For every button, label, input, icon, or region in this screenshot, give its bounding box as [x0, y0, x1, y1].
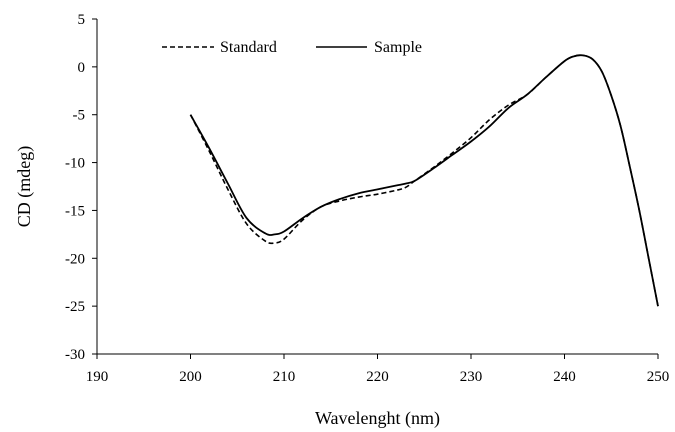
x-axis-label: Wavelenght (nm): [315, 408, 440, 429]
x-tick-label: 240: [553, 369, 576, 385]
x-tick-label: 230: [460, 369, 483, 385]
legend: Standard Sample: [162, 39, 422, 56]
y-tick-label: 5: [78, 12, 86, 28]
x-tick-label: 250: [647, 369, 670, 385]
legend-label-standard: Standard: [220, 39, 277, 56]
x-tick-label: 220: [366, 369, 389, 385]
y-tick-label: -15: [65, 203, 85, 219]
y-tick-label: 0: [78, 60, 86, 76]
x-tick-label: 200: [179, 369, 202, 385]
y-tick-label: -25: [65, 299, 85, 315]
y-tick-label: -20: [65, 251, 85, 267]
series-line-sample: [189, 54, 659, 307]
legend-label-sample: Sample: [374, 39, 422, 56]
x-tick-label: 210: [273, 369, 296, 385]
series-lines: [189, 54, 659, 307]
y-tick-label: -10: [65, 156, 85, 172]
series-line-standard: [189, 54, 659, 307]
x-tick-label: 190: [86, 369, 109, 385]
y-axis-label: CD (mdeg): [14, 146, 35, 227]
y-tick-label: -5: [73, 108, 86, 124]
y-tick-label: -30: [65, 347, 85, 363]
